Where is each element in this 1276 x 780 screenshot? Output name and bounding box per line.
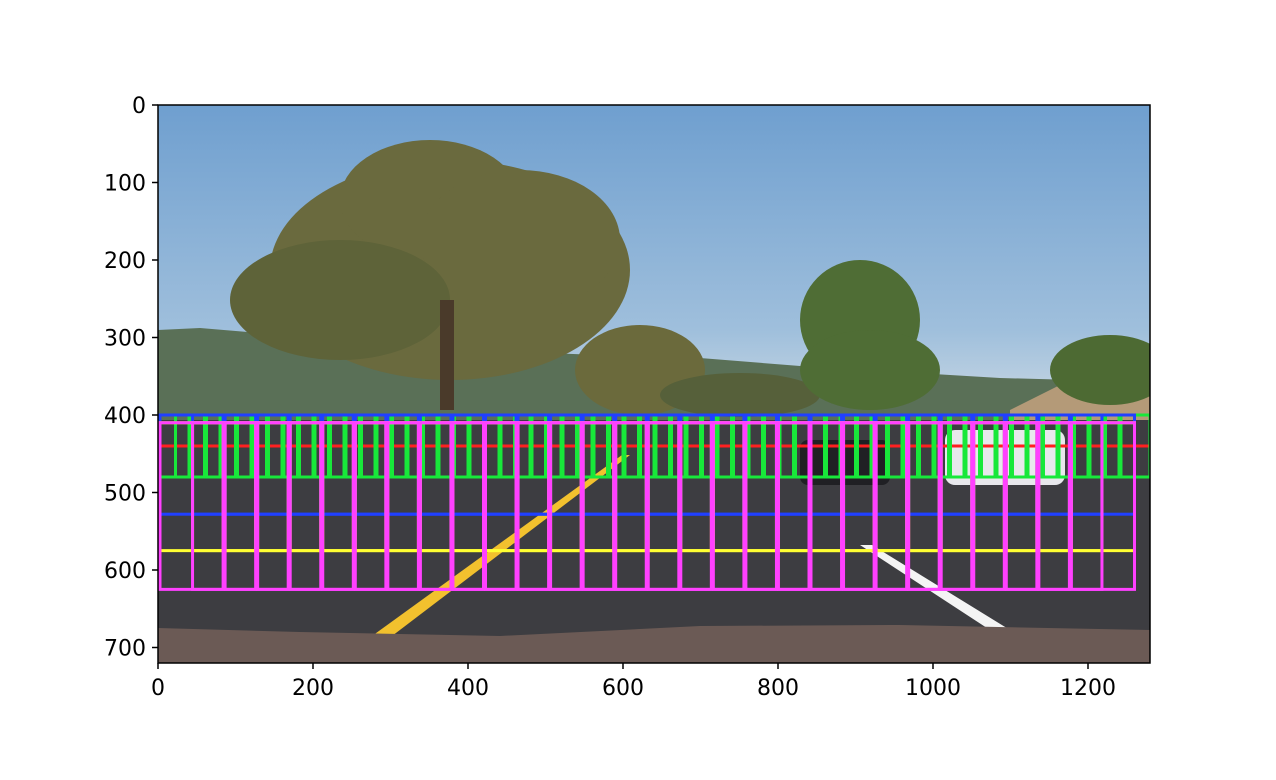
y-tick-label: 500	[104, 482, 146, 507]
x-tick-label: 0	[151, 676, 165, 701]
left-tree	[230, 140, 630, 380]
y-tick-label: 700	[104, 637, 146, 662]
dashcam-photo	[158, 105, 1150, 663]
car-hood	[158, 625, 1150, 663]
left-tree-trunk	[440, 300, 454, 410]
road	[158, 420, 1150, 663]
x-tick-label: 1200	[1060, 676, 1116, 701]
x-axis-ticks: 0 200 400 600 800 1000 1200	[151, 663, 1116, 701]
x-tick-label: 200	[292, 676, 334, 701]
y-tick-label: 600	[104, 559, 146, 584]
window-layer-5	[158, 421, 1137, 591]
mid-trees	[575, 325, 820, 417]
axes-frame	[157, 104, 1151, 664]
right-tree	[800, 260, 940, 410]
white-lane-line	[860, 545, 1010, 630]
y-tick-label: 100	[104, 172, 146, 197]
y-tick-label: 200	[104, 249, 146, 274]
window-box	[1069, 421, 1137, 591]
y-tick-label: 400	[104, 404, 146, 429]
y-axis-ticks: 0 100 200 300 400 500 600 700	[104, 94, 158, 662]
sliding-windows	[158, 413, 1150, 591]
x-tick-label: 600	[602, 676, 644, 701]
x-tick-label: 800	[757, 676, 799, 701]
far-right-trees	[1050, 335, 1150, 405]
y-tick-label: 0	[132, 94, 146, 119]
y-tick-label: 300	[104, 327, 146, 352]
x-tick-label: 400	[447, 676, 489, 701]
x-tick-label: 1000	[905, 676, 961, 701]
